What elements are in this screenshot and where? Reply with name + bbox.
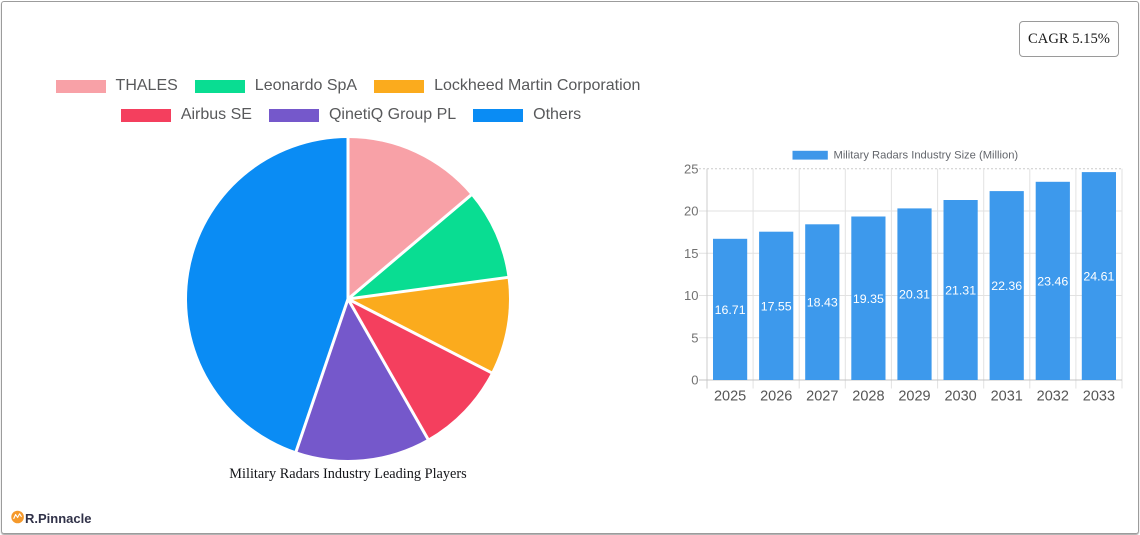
svg-text:2025: 2025	[714, 389, 746, 405]
svg-text:25: 25	[684, 161, 698, 176]
svg-text:2027: 2027	[806, 389, 838, 405]
svg-text:2033: 2033	[1083, 389, 1115, 405]
svg-text:2028: 2028	[852, 389, 884, 405]
svg-text:2031: 2031	[991, 389, 1023, 405]
svg-text:2030: 2030	[944, 389, 976, 405]
svg-text:21.31: 21.31	[945, 284, 976, 298]
svg-text:0: 0	[691, 373, 698, 388]
svg-text:5: 5	[691, 330, 698, 345]
svg-text:20.31: 20.31	[899, 288, 930, 302]
svg-text:2032: 2032	[1037, 389, 1069, 405]
svg-text:15: 15	[684, 246, 698, 261]
svg-text:20: 20	[684, 204, 698, 219]
svg-text:10: 10	[684, 288, 698, 303]
svg-text:Military Radars Industry Size: Military Radars Industry Size (Million)	[834, 150, 1019, 162]
svg-text:23.46: 23.46	[1037, 274, 1068, 288]
svg-text:22.36: 22.36	[991, 279, 1022, 293]
svg-text:19.35: 19.35	[853, 292, 884, 306]
svg-text:24.61: 24.61	[1083, 270, 1114, 284]
svg-text:16.71: 16.71	[715, 303, 746, 317]
svg-text:18.43: 18.43	[807, 296, 838, 310]
svg-text:2029: 2029	[898, 389, 930, 405]
svg-text:2026: 2026	[760, 389, 792, 405]
svg-text:17.55: 17.55	[761, 299, 792, 313]
